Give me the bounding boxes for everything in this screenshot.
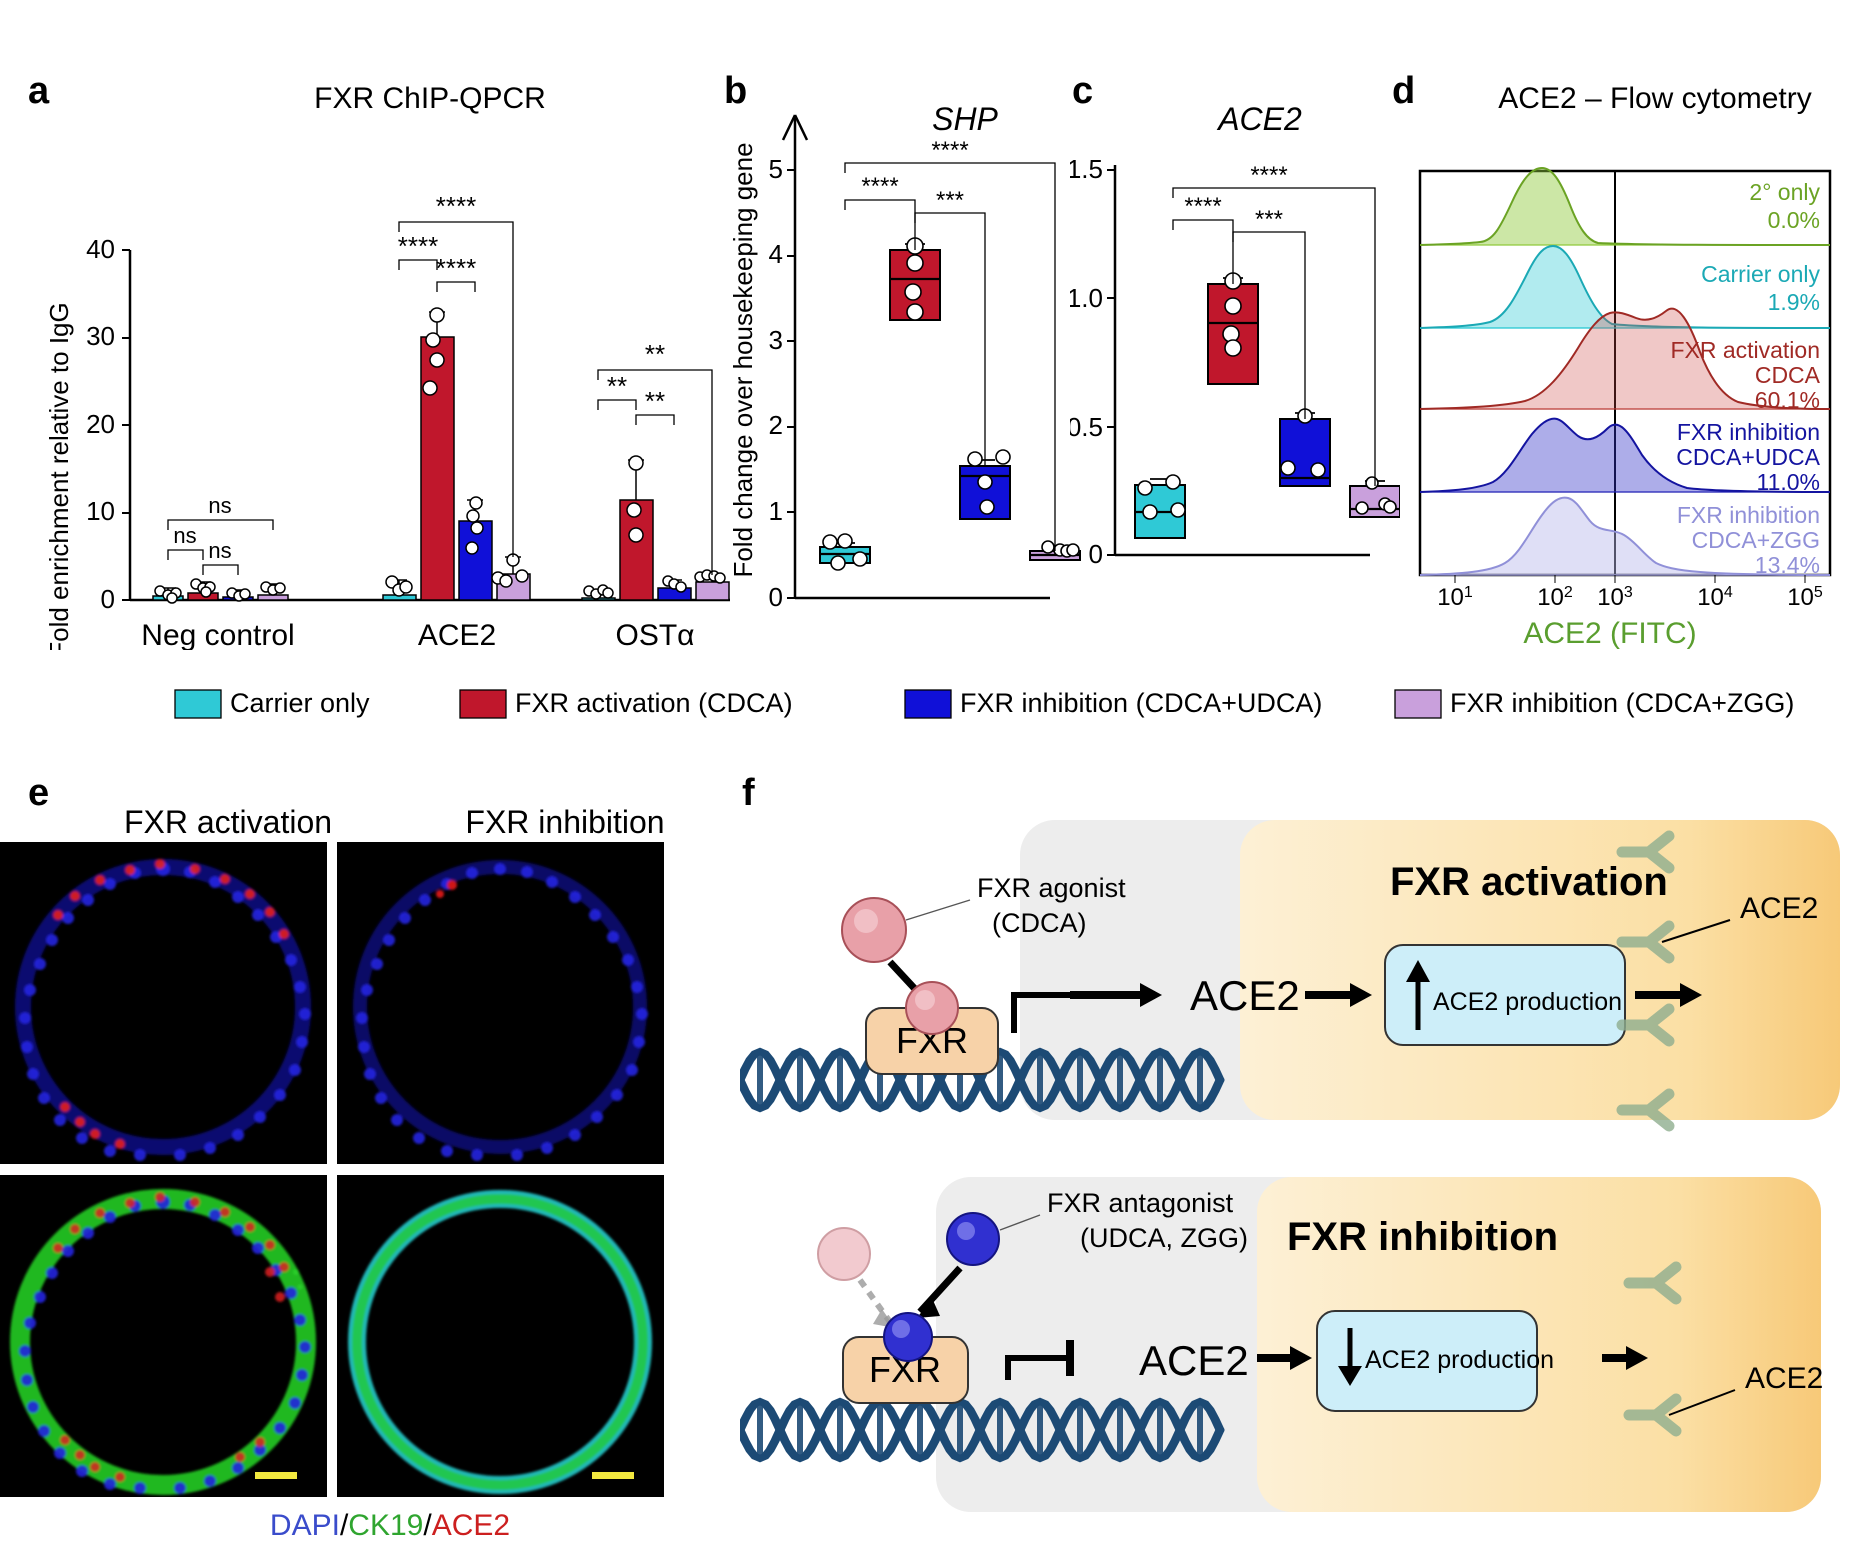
svg-text:ACE2: ACE2 [1139,1337,1249,1384]
svg-text:CDCA+ZGG: CDCA+ZGG [1692,527,1820,553]
svg-text:CDCA: CDCA [1755,362,1821,388]
svg-text:13.4%: 13.4% [1755,552,1820,578]
svg-text:**: ** [607,371,627,401]
svg-text:FXR inhibition: FXR inhibition [1677,502,1820,528]
svg-text:102: 102 [1537,584,1573,612]
svg-text:30: 30 [86,321,115,351]
svg-text:FXR inhibition (CDCA+ZGG): FXR inhibition (CDCA+ZGG) [1450,688,1794,718]
svg-text:0: 0 [769,582,783,612]
svg-text:***: *** [936,187,964,214]
svg-text:****: **** [436,191,476,221]
svg-text:FXR activation: FXR activation [1670,337,1820,363]
svg-text:101: 101 [1437,584,1473,612]
svg-text:FXR activation: FXR activation [1390,860,1668,904]
svg-text:3: 3 [769,325,783,355]
svg-text:FXR ChIP-QPCR: FXR ChIP-QPCR [314,82,546,115]
svg-text:1: 1 [769,496,783,526]
svg-text:1.5: 1.5 [1070,154,1103,184]
svg-text:11.0%: 11.0% [1756,469,1820,495]
svg-text:Fold enrichment relative to I: Fold enrichment relative to IgG [44,302,74,650]
svg-text:****: **** [861,173,898,200]
svg-text:0: 0 [1089,539,1103,569]
svg-text:ns: ns [208,493,231,518]
svg-text:DAPI/CK19/ACE2: DAPI/CK19/ACE2 [270,1509,510,1542]
svg-text:****: **** [1250,162,1287,189]
svg-text:FXR activation: FXR activation [124,804,332,840]
svg-text:****: **** [436,253,476,283]
svg-text:FXR agonist: FXR agonist [977,873,1126,903]
svg-text:10: 10 [86,496,115,526]
svg-text:Carrier only: Carrier only [1701,261,1820,287]
svg-text:FXR inhibition: FXR inhibition [1677,419,1820,445]
svg-text:ACE2 production: ACE2 production [1365,1346,1554,1374]
svg-text:***: *** [1255,206,1283,233]
svg-text:(CDCA): (CDCA) [992,908,1087,938]
svg-text:FXR activation (CDCA): FXR activation (CDCA) [515,688,793,718]
svg-text:105: 105 [1787,584,1823,612]
svg-text:60.1%: 60.1% [1755,387,1820,413]
svg-text:103: 103 [1597,584,1633,612]
svg-text:ns: ns [173,523,196,548]
svg-text:0.0%: 0.0% [1768,207,1820,233]
svg-text:20: 20 [86,409,115,439]
svg-text:(UDCA, ZGG): (UDCA, ZGG) [1080,1223,1248,1253]
svg-text:0.5: 0.5 [1070,412,1103,442]
svg-text:FXR inhibition (CDCA+UDCA): FXR inhibition (CDCA+UDCA) [960,688,1322,718]
svg-text:**: ** [645,339,665,369]
svg-text:ACE2: ACE2 [1745,1362,1823,1395]
svg-text:ACE2: ACE2 [1740,892,1818,925]
svg-text:ACE2 – Flow cytometry: ACE2 – Flow cytometry [1498,82,1811,115]
svg-text:ACE2: ACE2 [1216,101,1302,137]
svg-text:FXR antagonist: FXR antagonist [1047,1188,1234,1218]
svg-text:ACE2 production: ACE2 production [1433,988,1622,1016]
svg-text:FXR inhibition: FXR inhibition [1287,1215,1558,1259]
svg-text:ACE2: ACE2 [1190,972,1300,1019]
svg-text:Neg control: Neg control [141,619,294,650]
svg-text:1.9%: 1.9% [1768,289,1820,315]
svg-text:****: **** [1184,193,1221,220]
svg-text:CDCA+UDCA: CDCA+UDCA [1676,444,1820,470]
svg-text:ns: ns [208,538,231,563]
svg-text:****: **** [931,137,968,164]
svg-text:Fold change over housekeeping: Fold change over housekeeping gene [732,142,758,577]
svg-text:**: ** [645,386,665,416]
svg-text:1.0: 1.0 [1070,283,1103,313]
svg-text:****: **** [398,231,438,261]
svg-text:FXR inhibition: FXR inhibition [465,804,664,840]
svg-text:ACE2: ACE2 [418,619,496,650]
svg-text:OSTα: OSTα [615,619,694,650]
svg-text:104: 104 [1697,584,1733,612]
svg-text:40: 40 [86,234,115,264]
svg-text:0: 0 [101,584,115,614]
svg-text:2° only: 2° only [1749,179,1820,205]
svg-text:Carrier only: Carrier only [230,688,370,718]
svg-text:4: 4 [769,239,783,269]
svg-text:2: 2 [769,410,783,440]
svg-text:SHP: SHP [932,101,998,137]
svg-text:ACE2 (FITC): ACE2 (FITC) [1523,617,1696,650]
svg-text:5: 5 [769,154,783,184]
